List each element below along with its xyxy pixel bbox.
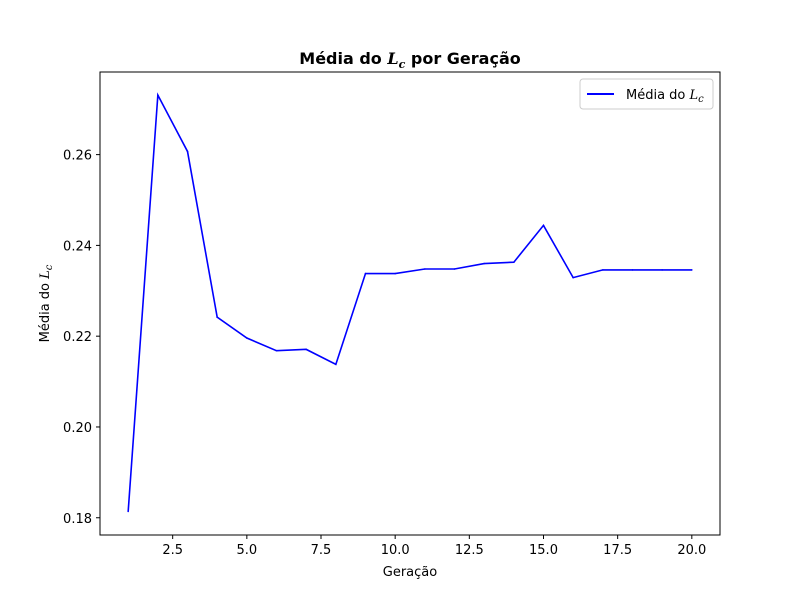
legend-label: Média do Lc	[626, 88, 704, 105]
x-tick-label: 2.5	[162, 543, 183, 558]
data-point	[572, 276, 574, 279]
y-tick-label: 0.22	[63, 330, 92, 345]
data-point	[127, 510, 129, 513]
data-point	[216, 316, 218, 318]
legend-box	[579, 78, 714, 110]
data-point	[186, 150, 189, 153]
data-point	[246, 337, 248, 339]
data-point	[157, 94, 159, 96]
data-point	[513, 261, 515, 263]
y-tick-label: 0.26	[63, 149, 92, 164]
x-tick-label: 12.5	[455, 543, 484, 558]
data-point	[453, 268, 456, 270]
y-tick-label: 0.20	[63, 421, 92, 436]
y-tick-label: 0.24	[63, 239, 92, 254]
x-axis: 2.5 5.0 7.5 10.0 12.5 15.0 17.5 20.0	[162, 535, 706, 558]
data-point	[424, 268, 426, 270]
x-tick-label: 17.5	[603, 543, 632, 558]
series-line	[127, 92, 692, 512]
x-tick-label: 15.0	[529, 543, 558, 558]
x-axis-label: Geração	[383, 565, 437, 580]
data-point	[335, 363, 337, 366]
x-tick-label: 5.0	[236, 543, 257, 558]
data-point	[394, 272, 396, 275]
series-layer	[127, 92, 693, 513]
data-point	[691, 269, 693, 271]
y-axis-label: Média do Lc	[38, 264, 55, 342]
x-tick-label: 20.0	[677, 543, 706, 558]
data-point	[661, 269, 663, 271]
data-point	[542, 224, 545, 227]
data-point	[631, 269, 634, 271]
data-point	[364, 272, 367, 275]
data-point	[483, 262, 485, 265]
y-tick-label: 0.18	[63, 512, 92, 527]
legend: Média do Lc	[579, 78, 714, 110]
data-point	[275, 349, 278, 352]
y-axis: 0.18 0.20 0.22 0.24 0.26	[63, 149, 100, 527]
x-tick-label: 10.0	[381, 543, 410, 558]
chart-title: Média do Lc por Geração	[299, 49, 520, 71]
data-point	[602, 269, 604, 271]
x-tick-label: 7.5	[311, 543, 332, 558]
data-point	[305, 348, 307, 351]
plot-area: 2.5 5.0 7.5 10.0 12.5 15.0 17.5 20.0 0.180.200.…	[63, 71, 721, 558]
axes-frame	[99, 71, 721, 536]
